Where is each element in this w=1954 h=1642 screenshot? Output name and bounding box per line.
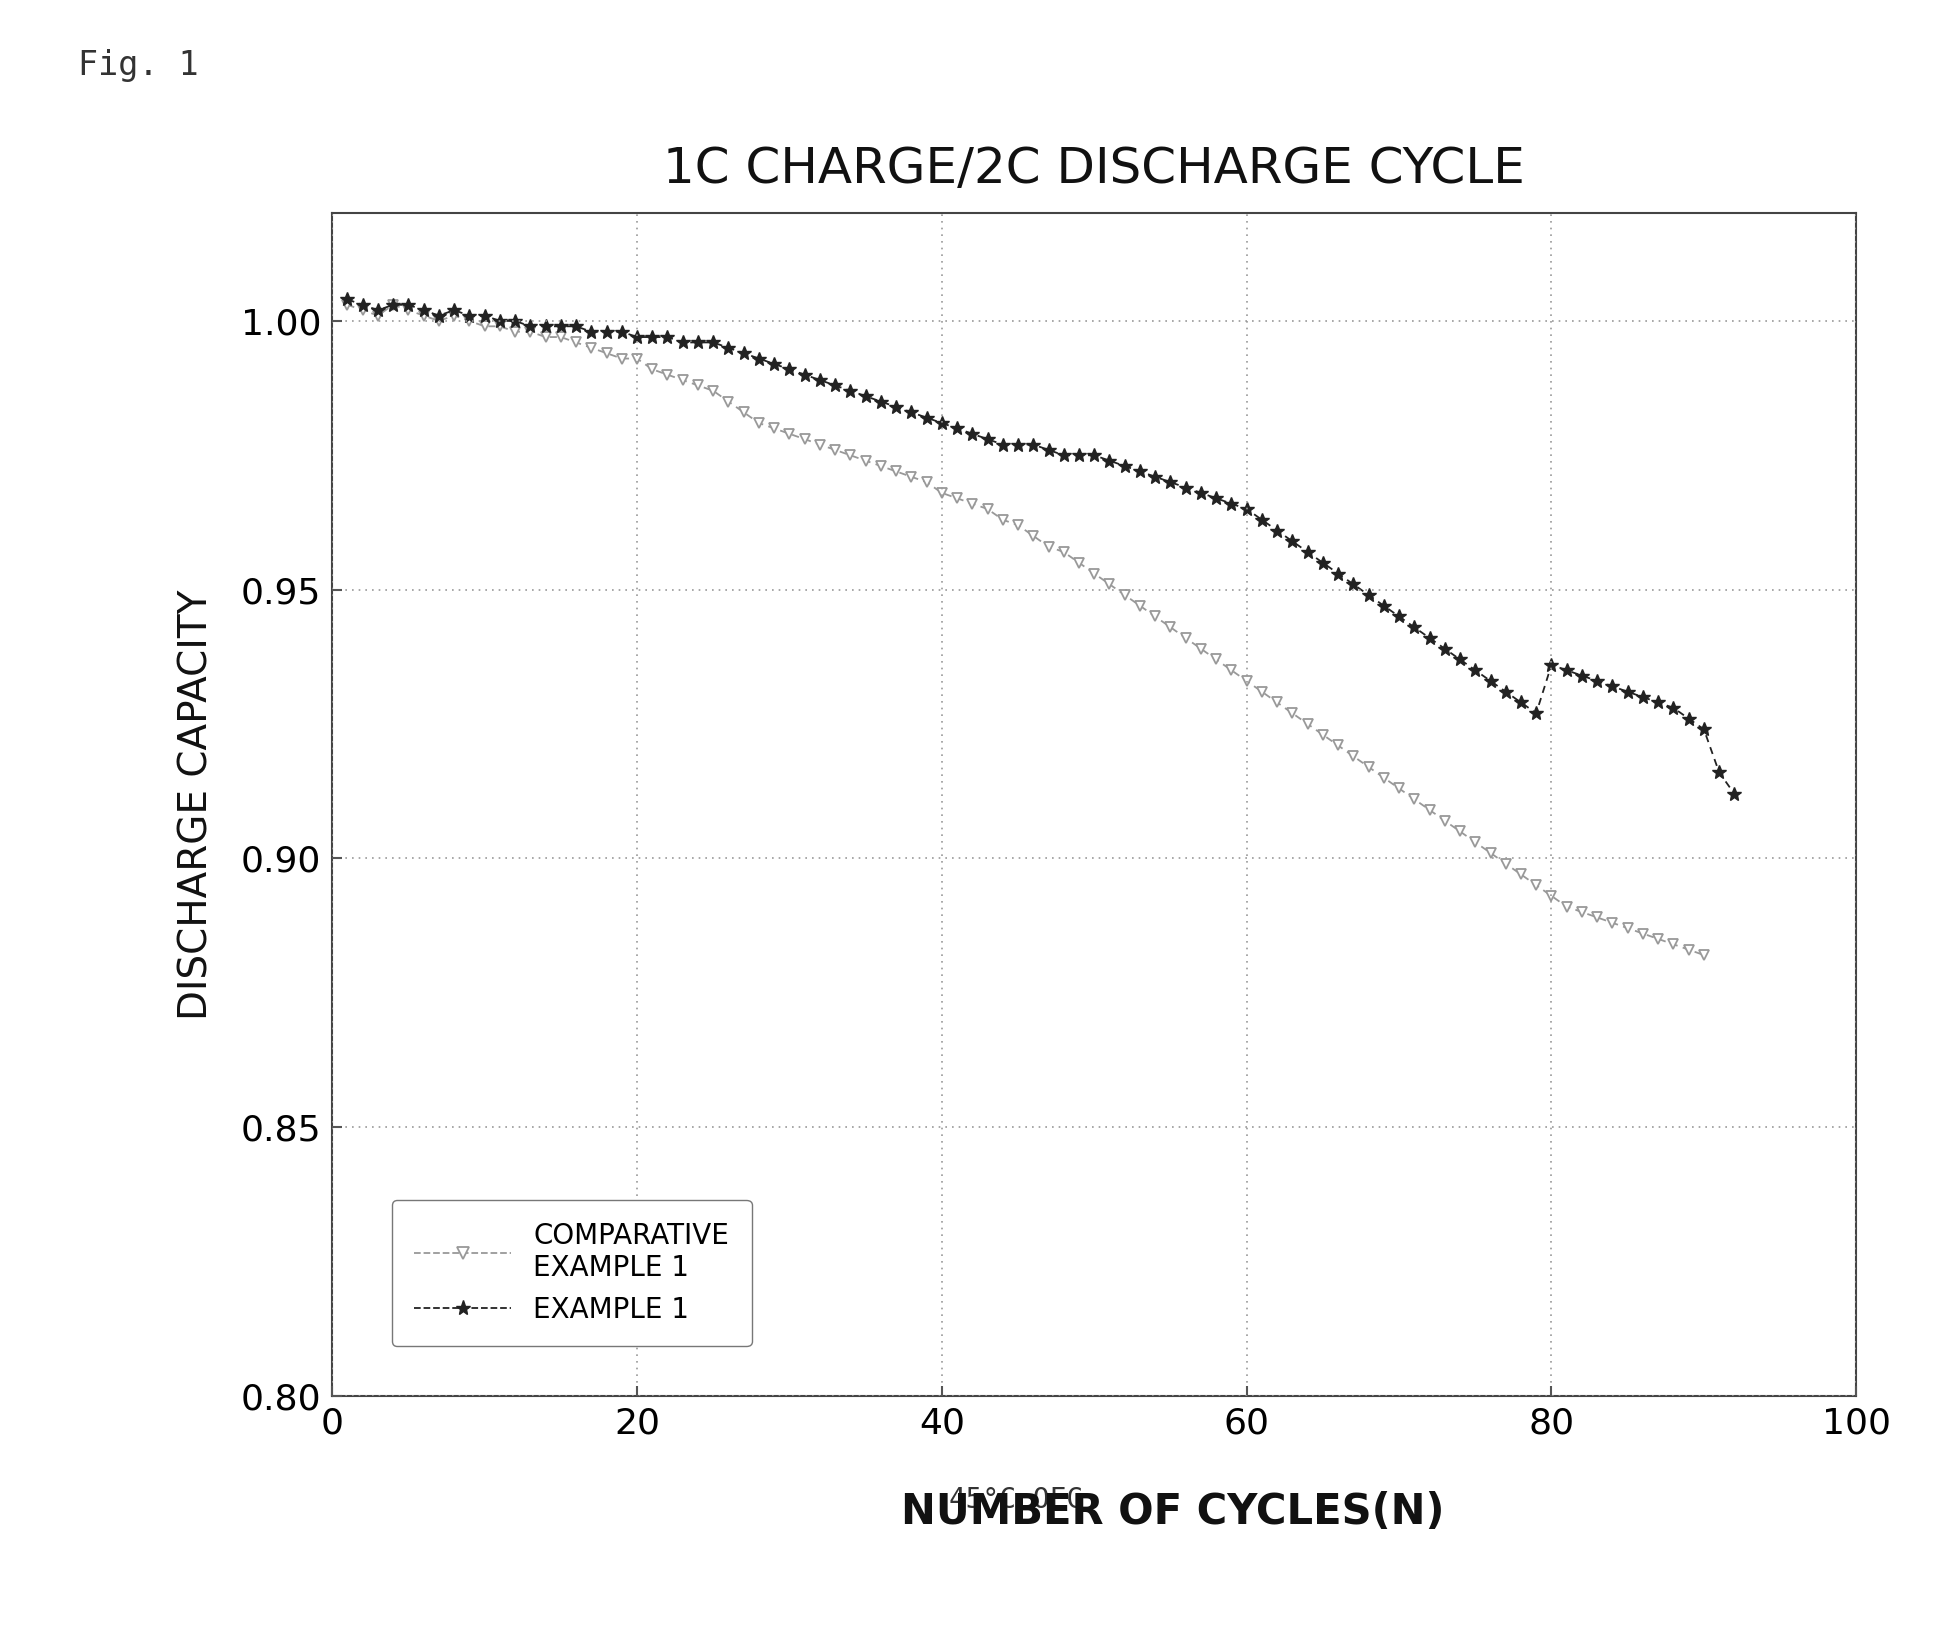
Text: NUMBER OF CYCLES(N): NUMBER OF CYCLES(N): [901, 1491, 1444, 1534]
Text: Fig. 1: Fig. 1: [78, 49, 199, 82]
Text: 45°C OFC: 45°C OFC: [950, 1486, 1083, 1514]
Title: 1C CHARGE/2C DISCHARGE CYCLE: 1C CHARGE/2C DISCHARGE CYCLE: [662, 144, 1526, 192]
Legend: COMPARATIVE
EXAMPLE 1, EXAMPLE 1: COMPARATIVE EXAMPLE 1, EXAMPLE 1: [393, 1200, 752, 1346]
Y-axis label: DISCHARGE CAPACITY: DISCHARGE CAPACITY: [178, 589, 215, 1020]
